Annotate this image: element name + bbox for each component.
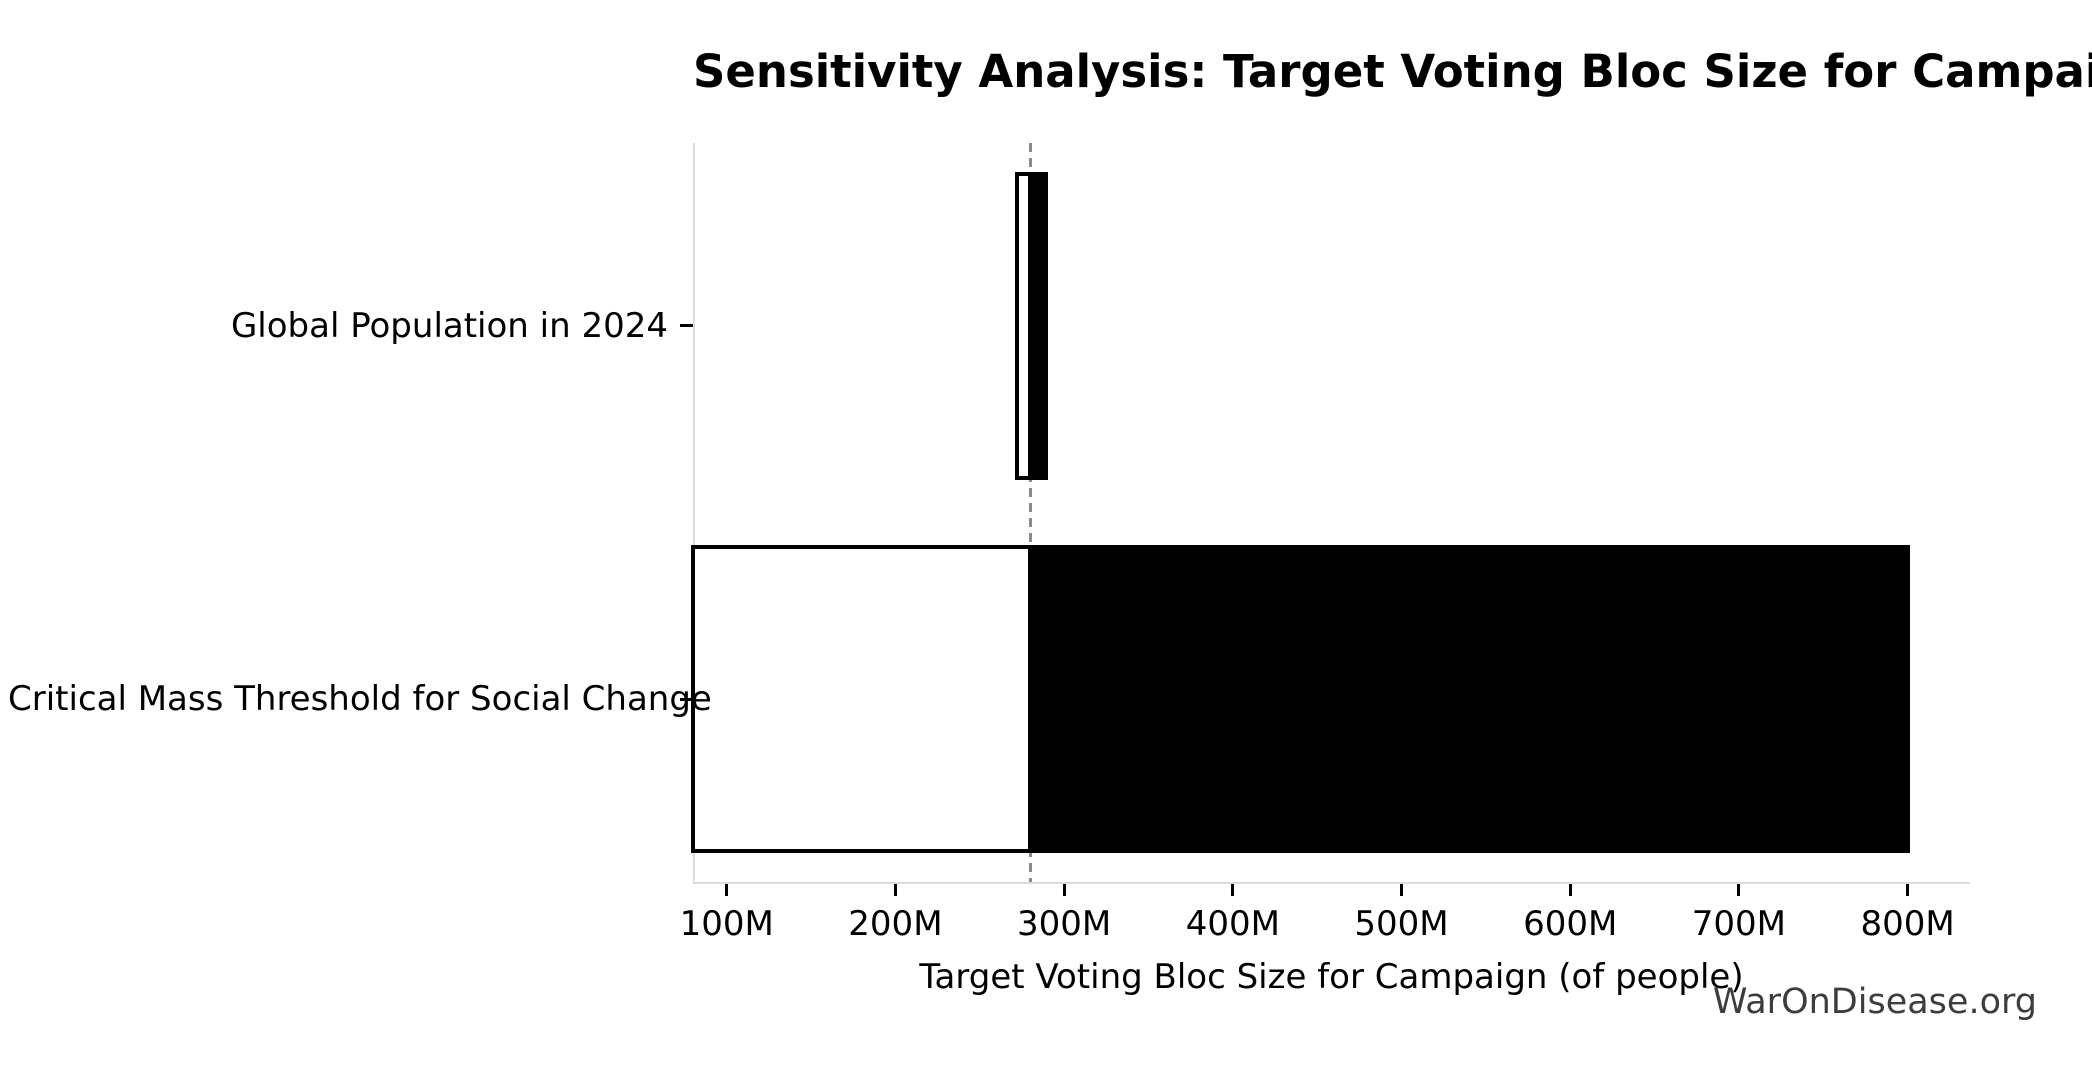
x-tick-label: 400M xyxy=(1185,904,1280,944)
x-tick-label: 200M xyxy=(848,904,943,944)
bar-low-segment xyxy=(691,545,1033,854)
chart-title: Sensitivity Analysis: Target Voting Bloc… xyxy=(693,45,2092,98)
y-axis-line xyxy=(693,143,695,884)
x-tick-label: 700M xyxy=(1691,904,1786,944)
x-axis-line xyxy=(693,882,1970,884)
bar-high-segment xyxy=(1028,545,1910,854)
x-axis-title: Target Voting Bloc Size for Campaign (of… xyxy=(919,957,1744,997)
y-tick xyxy=(680,324,693,328)
y-tick xyxy=(680,697,693,701)
y-tick-label: Global Population in 2024 xyxy=(230,305,668,346)
x-tick xyxy=(1231,884,1235,896)
x-tick xyxy=(1400,884,1403,896)
x-tick xyxy=(1062,884,1066,896)
watermark: WarOnDisease.org xyxy=(1712,982,2037,1022)
x-tick-label: 100M xyxy=(679,904,774,944)
x-tick xyxy=(1568,884,1572,896)
x-tick-label: 300M xyxy=(1016,904,1112,944)
x-tick-label: 800M xyxy=(1860,904,1955,944)
x-tick xyxy=(893,884,897,896)
x-tick-label: 500M xyxy=(1354,904,1449,944)
plot-area: Global Population in 2024 Critical Mass T… xyxy=(8,143,1970,944)
x-tick xyxy=(725,884,729,896)
x-tick xyxy=(1737,884,1741,896)
x-tick xyxy=(1906,884,1910,896)
y-tick-label: Critical Mass Threshold for Social Chang… xyxy=(8,679,712,720)
baseline-dashed-line xyxy=(1028,143,1032,882)
bar-high-segment xyxy=(1028,171,1048,480)
x-tick-label: 600M xyxy=(1523,904,1618,944)
